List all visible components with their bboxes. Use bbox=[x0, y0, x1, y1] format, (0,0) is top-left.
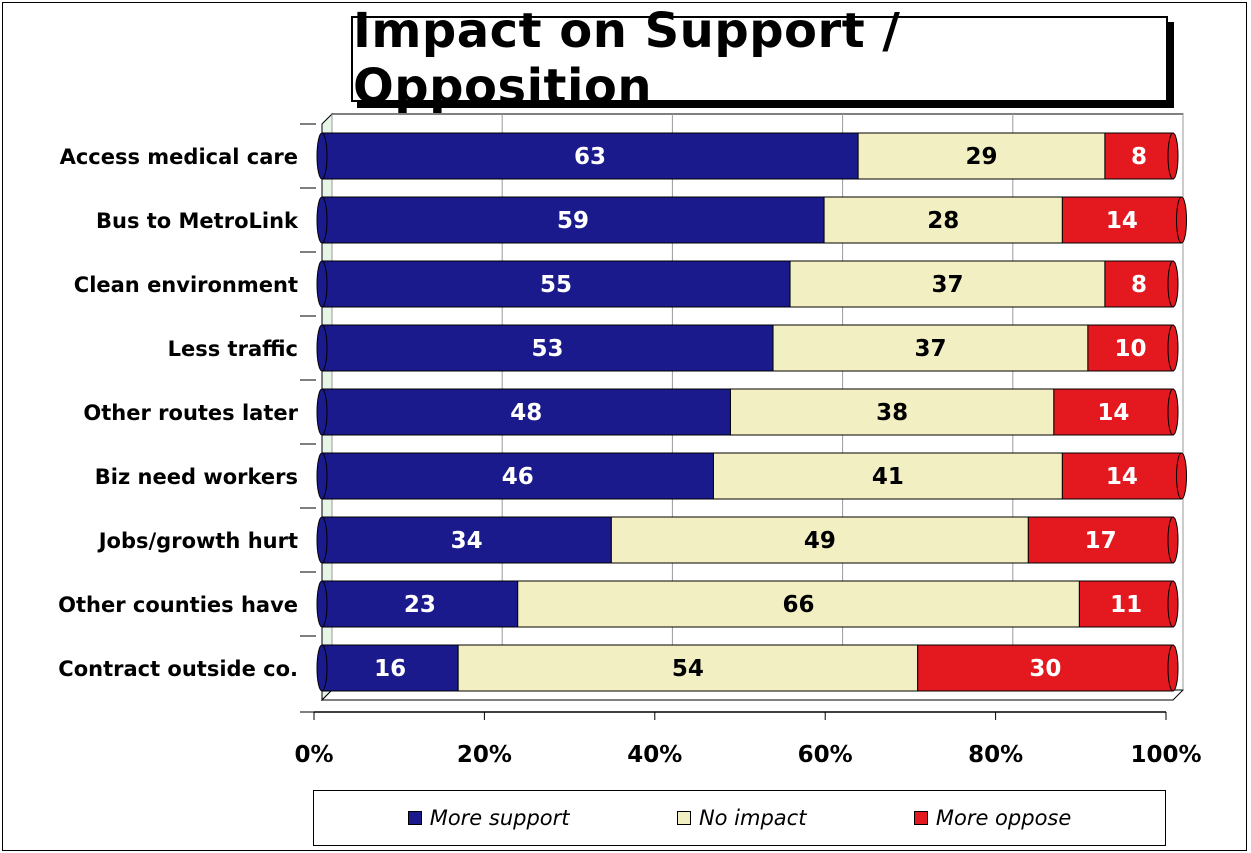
bar-cap-right bbox=[1176, 452, 1188, 500]
bar-more-oppose-contract-outside-co bbox=[917, 644, 1174, 692]
legend-item-more-support: More support bbox=[407, 806, 570, 830]
bar-cap-left bbox=[316, 516, 328, 564]
data-label: 59 bbox=[557, 208, 589, 234]
data-label: 38 bbox=[876, 400, 908, 426]
data-label: 54 bbox=[672, 656, 704, 682]
bar-no-impact-other-counties-have bbox=[517, 580, 1080, 628]
data-label: 55 bbox=[540, 272, 572, 298]
bar-cap-left bbox=[316, 644, 328, 692]
data-label: 63 bbox=[574, 144, 606, 170]
bar-cap-right bbox=[1167, 132, 1179, 180]
category-labels: Access medical care Bus to MetroLink Clean… bbox=[58, 123, 316, 713]
data-label: 17 bbox=[1085, 528, 1117, 554]
bar-cap-right bbox=[1167, 324, 1179, 372]
bar-more-oppose-clean-environment bbox=[1104, 260, 1174, 308]
category-label-clean-environment: Clean environment bbox=[74, 273, 298, 297]
bar-more-oppose-access-medical-care bbox=[1104, 132, 1174, 180]
bar-cap-left bbox=[316, 196, 328, 244]
bar-cap-left bbox=[316, 324, 328, 372]
bar-no-impact-biz-need-workers bbox=[712, 452, 1063, 500]
data-label: 48 bbox=[510, 400, 542, 426]
bar-cap-right bbox=[1167, 388, 1179, 436]
data-label: 23 bbox=[404, 592, 436, 618]
bar-more-oppose-less-traffic bbox=[1087, 324, 1174, 372]
bar-more-support-less-traffic bbox=[321, 324, 774, 372]
data-label: 30 bbox=[1029, 656, 1061, 682]
x-tick-label: 0% bbox=[294, 742, 333, 768]
data-label: 8 bbox=[1131, 144, 1147, 170]
category-label-other-routes-later: Other routes later bbox=[83, 401, 298, 425]
bar-more-oppose-biz-need-workers bbox=[1061, 452, 1183, 500]
bar-more-oppose-jobs-growth-hurt bbox=[1027, 516, 1174, 564]
data-label: 49 bbox=[804, 528, 836, 554]
legend-item-no-impact: No impact bbox=[676, 806, 807, 830]
category-label-biz-need-workers: Biz need workers bbox=[95, 465, 298, 489]
bar-cap-right bbox=[1176, 196, 1188, 244]
category-label-less-traffic: Less traffic bbox=[168, 337, 298, 361]
bar-no-impact-other-routes-later bbox=[729, 388, 1055, 436]
data-label: 34 bbox=[451, 528, 483, 554]
legend-swatch-more-support bbox=[407, 811, 422, 825]
chart-title-box: Impact on Support / Opposition bbox=[351, 3, 1168, 115]
bar-cap-left bbox=[316, 260, 328, 308]
data-label: 29 bbox=[966, 144, 998, 170]
bar-more-support-other-routes-later bbox=[321, 388, 731, 436]
category-label-contract-outside-co: Contract outside co. bbox=[58, 657, 298, 681]
data-label: 10 bbox=[1114, 336, 1146, 362]
bar-more-support-biz-need-workers bbox=[321, 452, 714, 500]
data-label: 14 bbox=[1097, 400, 1129, 426]
bar-more-support-jobs-growth-hurt bbox=[321, 516, 612, 564]
bar-cap-right bbox=[1167, 580, 1179, 628]
legend-swatch-no-impact bbox=[676, 811, 691, 825]
chart-title: Impact on Support / Opposition bbox=[353, 3, 901, 115]
x-tick-label: 60% bbox=[798, 742, 853, 768]
x-tick-label: 20% bbox=[457, 742, 512, 768]
bar-cap-right bbox=[1167, 516, 1179, 564]
bar-cap-right bbox=[1167, 644, 1179, 692]
bar-no-impact-contract-outside-co bbox=[457, 644, 919, 692]
data-label: 53 bbox=[532, 336, 564, 362]
x-tick-label: 40% bbox=[627, 742, 682, 768]
bar-cap-left bbox=[316, 452, 328, 500]
bar-no-impact-less-traffic bbox=[772, 324, 1089, 372]
bar-more-support-other-counties-have bbox=[321, 580, 519, 628]
bar-cap-left bbox=[316, 132, 328, 180]
category-label-access-medical-care: Access medical care bbox=[60, 145, 298, 169]
legend-label-more-support: More support bbox=[429, 806, 570, 830]
legend: More support No impact More oppose bbox=[313, 790, 1166, 846]
legend-label-more-oppose: More oppose bbox=[935, 806, 1072, 830]
bar-cap-left bbox=[316, 580, 328, 628]
data-label: 14 bbox=[1106, 464, 1138, 490]
data-label: 28 bbox=[927, 208, 959, 234]
bar-cap-right bbox=[1167, 260, 1179, 308]
x-tick-label: 80% bbox=[968, 742, 1023, 768]
category-label-other-counties-have: Other counties have bbox=[58, 593, 298, 617]
data-label: 11 bbox=[1110, 592, 1142, 618]
data-label: 37 bbox=[931, 272, 963, 298]
data-label: 16 bbox=[374, 656, 406, 682]
category-label-bus-to-metrolink: Bus to MetroLink bbox=[96, 209, 299, 233]
bars: 63 29 8 59 28 14 55 37 8 53 37 10 48 38 14 46 41 14 34 49 17… bbox=[316, 132, 1188, 692]
bar-no-impact-clean-environment bbox=[789, 260, 1106, 308]
legend-item-more-oppose: More oppose bbox=[913, 806, 1072, 830]
data-label: 37 bbox=[914, 336, 946, 362]
x-axis: 0% 20% 40% 60% 80% 100% bbox=[294, 711, 1202, 768]
x-tick-label: 100% bbox=[1130, 742, 1201, 768]
bar-no-impact-access-medical-care bbox=[857, 132, 1106, 180]
category-label-jobs-growth-hurt: Jobs/growth hurt bbox=[97, 529, 298, 553]
legend-swatch-more-oppose bbox=[913, 811, 928, 825]
bar-no-impact-jobs-growth-hurt bbox=[610, 516, 1029, 564]
bar-more-oppose-bus-to-metrolink bbox=[1061, 196, 1183, 244]
data-label: 8 bbox=[1131, 272, 1147, 298]
bar-more-support-contract-outside-co bbox=[321, 644, 459, 692]
data-label: 41 bbox=[872, 464, 904, 490]
legend-label-no-impact: No impact bbox=[698, 806, 807, 830]
data-label: 66 bbox=[783, 592, 815, 618]
data-label: 46 bbox=[502, 464, 534, 490]
bar-cap-left bbox=[316, 388, 328, 436]
data-label: 14 bbox=[1106, 208, 1138, 234]
